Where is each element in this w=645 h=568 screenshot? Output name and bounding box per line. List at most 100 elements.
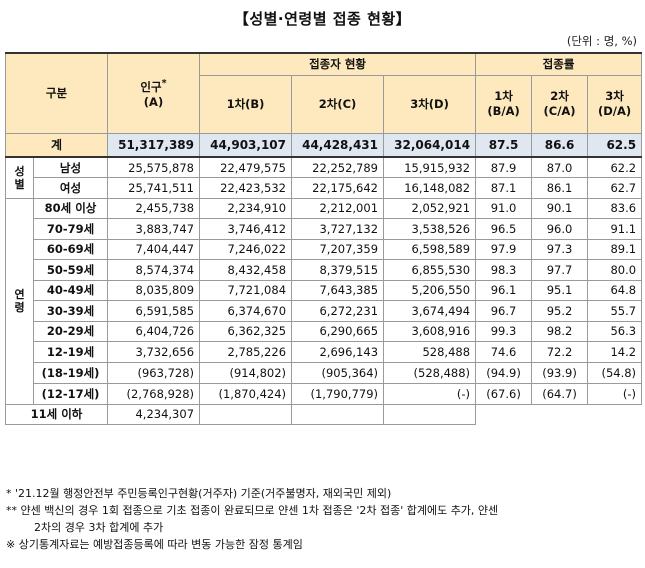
dose3-cell: 528,488 <box>383 341 477 363</box>
rate1-cell: (94.9) <box>475 361 533 384</box>
row-label: 80세 이상 <box>32 197 109 219</box>
unit-label: (단위 : 명, %) <box>566 34 637 48</box>
vaccination-table: 구분 인구* (A) 접종자 현황 접종률 1차(B) 2차(C) 3차(D) … <box>4 52 643 425</box>
rate3-cell: 83.6 <box>587 197 643 219</box>
footnote-3: ※ 상기통계자료는 예방접종등록에 따라 변동 가능한 잠정 통계임 <box>6 538 303 551</box>
header-category: 구분 <box>4 52 109 134</box>
dose2-cell: 7,643,385 <box>291 279 385 301</box>
total-r1: 87.5 <box>475 132 533 158</box>
dose3-cell: 6,855,530 <box>383 259 477 281</box>
age-row: 70-79세 3,883,747 3,746,412 3,727,132 3,538,5… <box>6 218 643 240</box>
population-cell: 6,591,585 <box>107 300 201 322</box>
header-population-label: 인구 <box>140 80 162 95</box>
header-rate3: 3차 (D/A) <box>587 74 643 134</box>
header-population-code: (A) <box>143 95 164 110</box>
rate2-cell: (64.7) <box>531 382 589 405</box>
dose2-cell: 2,212,001 <box>291 197 385 219</box>
rate3-cell: 91.1 <box>587 218 643 240</box>
dose2-cell: 22,175,642 <box>291 177 385 199</box>
rate3-cell: 64.8 <box>587 279 643 301</box>
dose1-cell: 7,721,084 <box>199 279 293 301</box>
total-r3: 62.5 <box>587 132 643 158</box>
rate2-cell: 95.1 <box>531 279 589 301</box>
rate2-cell: (93.9) <box>531 361 589 384</box>
row-label: 남성 <box>32 156 109 178</box>
dose1-cell: 22,423,532 <box>199 177 293 199</box>
row-label: 60-69세 <box>32 238 109 260</box>
total-d2: 44,428,431 <box>291 132 385 158</box>
total-pop: 51,317,389 <box>107 132 201 158</box>
rate2-cell: 97.7 <box>531 259 589 281</box>
rate3-cell: (-) <box>587 382 643 405</box>
age-subgroup-row: (18-19세) (963,728) (914,802) (905,364) (528,… <box>6 361 643 384</box>
gender-group-text: 성별 <box>14 164 25 191</box>
row-label: 12-19세 <box>32 341 109 363</box>
total-r2: 86.6 <box>531 132 589 158</box>
dose3-cell: (528,488) <box>383 361 477 384</box>
row-label: (18-19세) <box>32 361 109 384</box>
population-cell: 3,883,747 <box>107 218 201 240</box>
dose2-cell: (1,790,779) <box>291 382 385 405</box>
header-population: 인구* (A) <box>107 52 201 134</box>
row-label: (12-17세) <box>32 382 109 405</box>
dose2-cell: 7,207,359 <box>291 238 385 260</box>
population-cell: 7,404,447 <box>107 238 201 260</box>
row-label: 여성 <box>32 177 109 199</box>
dose3-cell: 15,915,932 <box>383 156 477 178</box>
dose1-cell: 7,246,022 <box>199 238 293 260</box>
dose2-cell: 6,290,665 <box>291 320 385 342</box>
age-row: 50-59세 8,574,374 8,432,458 8,379,515 6,855,5… <box>6 259 643 281</box>
row-label: 50-59세 <box>32 259 109 281</box>
dose1-cell: 6,374,670 <box>199 300 293 322</box>
population-cell: 2,455,738 <box>107 197 201 219</box>
rate1-cell: 91.0 <box>475 197 533 219</box>
rate2-cell: 97.3 <box>531 238 589 260</box>
dose1-cell: 8,432,458 <box>199 259 293 281</box>
header-rate2-formula: (C/A) <box>543 104 576 118</box>
rate3-cell: 89.1 <box>587 238 643 260</box>
dose1-cell: 6,362,325 <box>199 320 293 342</box>
rate3-cell: 14.2 <box>587 341 643 363</box>
header-rate1-label: 1차 <box>494 89 513 103</box>
empty-cell <box>199 403 293 425</box>
header-dose2: 2차(C) <box>291 74 385 134</box>
age-row: 20-29세 6,404,726 6,362,325 6,290,665 3,608,9… <box>6 320 643 342</box>
header-population-sup: * <box>161 78 167 90</box>
rate1-cell: 96.1 <box>475 279 533 301</box>
dose3-cell: 5,206,550 <box>383 279 477 301</box>
header-rate1: 1차 (B/A) <box>475 74 533 134</box>
rate1-cell: 87.1 <box>475 177 533 199</box>
rate3-cell: (54.8) <box>587 361 643 384</box>
header-rate1-formula: (B/A) <box>487 104 520 118</box>
header-vaccinated-group: 접종자 현황 <box>199 52 477 76</box>
rate3-cell: 55.7 <box>587 300 643 322</box>
total-d1: 44,903,107 <box>199 132 293 158</box>
header-rate2-label: 2차 <box>550 89 569 103</box>
age-row: 40-49세 8,035,809 7,721,084 7,643,385 5,206,5… <box>6 279 643 301</box>
population-cell: 8,035,809 <box>107 279 201 301</box>
total-d3: 32,064,014 <box>383 132 477 158</box>
gender-group-label: 성별 <box>5 156 34 199</box>
rate3-cell: 56.3 <box>587 320 643 342</box>
footnote-1: * '21.12월 행정안전부 주민등록인구현황(거주자) 기준(거주불명자, … <box>6 487 392 500</box>
header-dose3: 3차(D) <box>383 74 477 134</box>
rate1-cell: 74.6 <box>475 341 533 363</box>
footnotes: * '21.12월 행정안전부 주민등록인구현황(거주자) 기준(거주불명자, … <box>6 485 642 553</box>
age-subgroup-row: (12-17세) (2,768,928) (1,870,424) (1,790,779… <box>6 382 643 405</box>
population-cell: 3,732,656 <box>107 341 201 363</box>
rate3-cell: 62.2 <box>587 156 643 178</box>
header-rate3-formula: (D/A) <box>597 104 632 118</box>
total-row: 계 51,317,389 44,903,107 44,428,431 32,06… <box>4 132 643 158</box>
header-rate3-label: 3차 <box>605 89 624 103</box>
rate2-cell: 90.1 <box>531 197 589 219</box>
dose2-cell: 3,727,132 <box>291 218 385 240</box>
rate1-cell: (67.6) <box>475 382 533 405</box>
dose1-cell: 3,746,412 <box>199 218 293 240</box>
dose1-cell: 22,479,575 <box>199 156 293 178</box>
population-cell: 25,575,878 <box>107 156 201 178</box>
table-title: 【성별·연령별 접종 현황】 <box>233 10 412 28</box>
dose3-cell: (-) <box>383 382 477 405</box>
dose1-cell: 2,234,910 <box>199 197 293 219</box>
dose2-cell: 22,252,789 <box>291 156 385 178</box>
dose2-cell: 2,696,143 <box>291 341 385 363</box>
